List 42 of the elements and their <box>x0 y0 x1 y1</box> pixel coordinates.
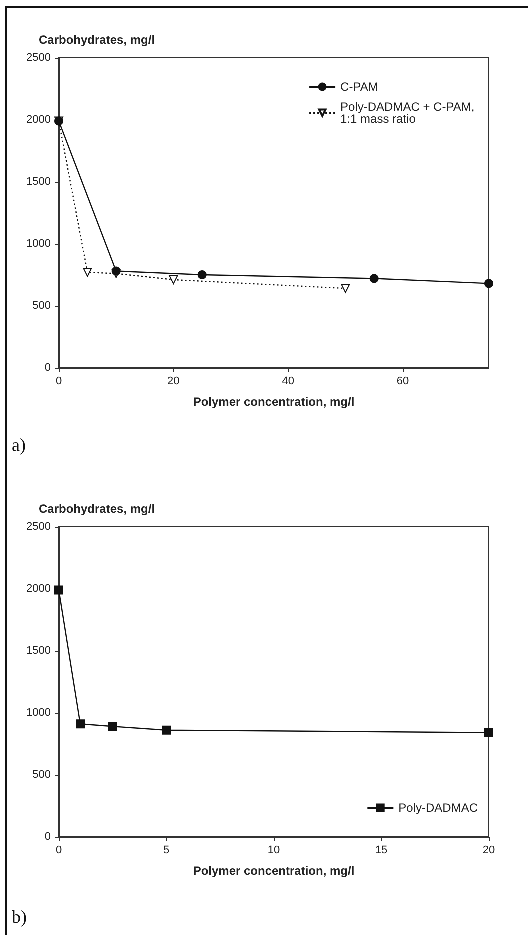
x-tick-label: 0 <box>56 844 62 856</box>
x-tick-label: 20 <box>168 376 180 388</box>
y-tick-label: 2000 <box>26 583 51 595</box>
x-axis-title: Polymer concentration, mg/l <box>193 864 355 878</box>
text: a) <box>12 435 26 455</box>
y-tick-label: 1000 <box>26 238 51 250</box>
point <box>169 275 178 284</box>
point <box>484 279 494 288</box>
y-axis-title: Carbohydrates, mg/l <box>39 33 156 47</box>
point <box>76 720 85 729</box>
text: b) <box>12 907 27 927</box>
y-axis-title: Carbohydrates, mg/l <box>39 502 156 516</box>
point <box>162 726 171 735</box>
legend-label: C-PAM <box>340 80 378 94</box>
x-tick-label: 40 <box>282 376 294 388</box>
y-tick-label: 0 <box>44 831 51 843</box>
y-tick-label: 2500 <box>26 521 51 533</box>
y-tick-label: 2000 <box>26 114 51 126</box>
y-tick-label: 1500 <box>26 176 51 188</box>
x-tick-label: 5 <box>163 844 170 856</box>
point <box>83 268 92 278</box>
legend-label: Poly-DADMAC <box>398 801 478 815</box>
point <box>198 270 207 280</box>
x-tick-label: 20 <box>482 844 496 856</box>
y-tick-label: 500 <box>32 769 51 781</box>
y-tick-label: 0 <box>44 362 51 374</box>
y-tick-label: 1000 <box>26 707 51 719</box>
y-tick-label: 2500 <box>26 52 51 64</box>
point <box>341 284 350 294</box>
point <box>108 722 118 732</box>
x-tick-label: 10 <box>268 844 280 856</box>
point <box>370 274 379 284</box>
legend-label: Poly-DADMAC + C-PAM, 1:1 mass ratio <box>340 100 478 126</box>
y-tick-label: 1500 <box>26 645 51 657</box>
x-tick-label: 60 <box>396 376 410 388</box>
x-axis-title: Polymer concentration, mg/l <box>193 395 355 409</box>
point <box>112 266 121 276</box>
point <box>484 728 494 738</box>
x-tick-label: 0 <box>56 376 62 388</box>
point <box>54 586 64 595</box>
y-tick-label: 500 <box>32 300 51 312</box>
x-tick-label: 15 <box>375 844 388 856</box>
